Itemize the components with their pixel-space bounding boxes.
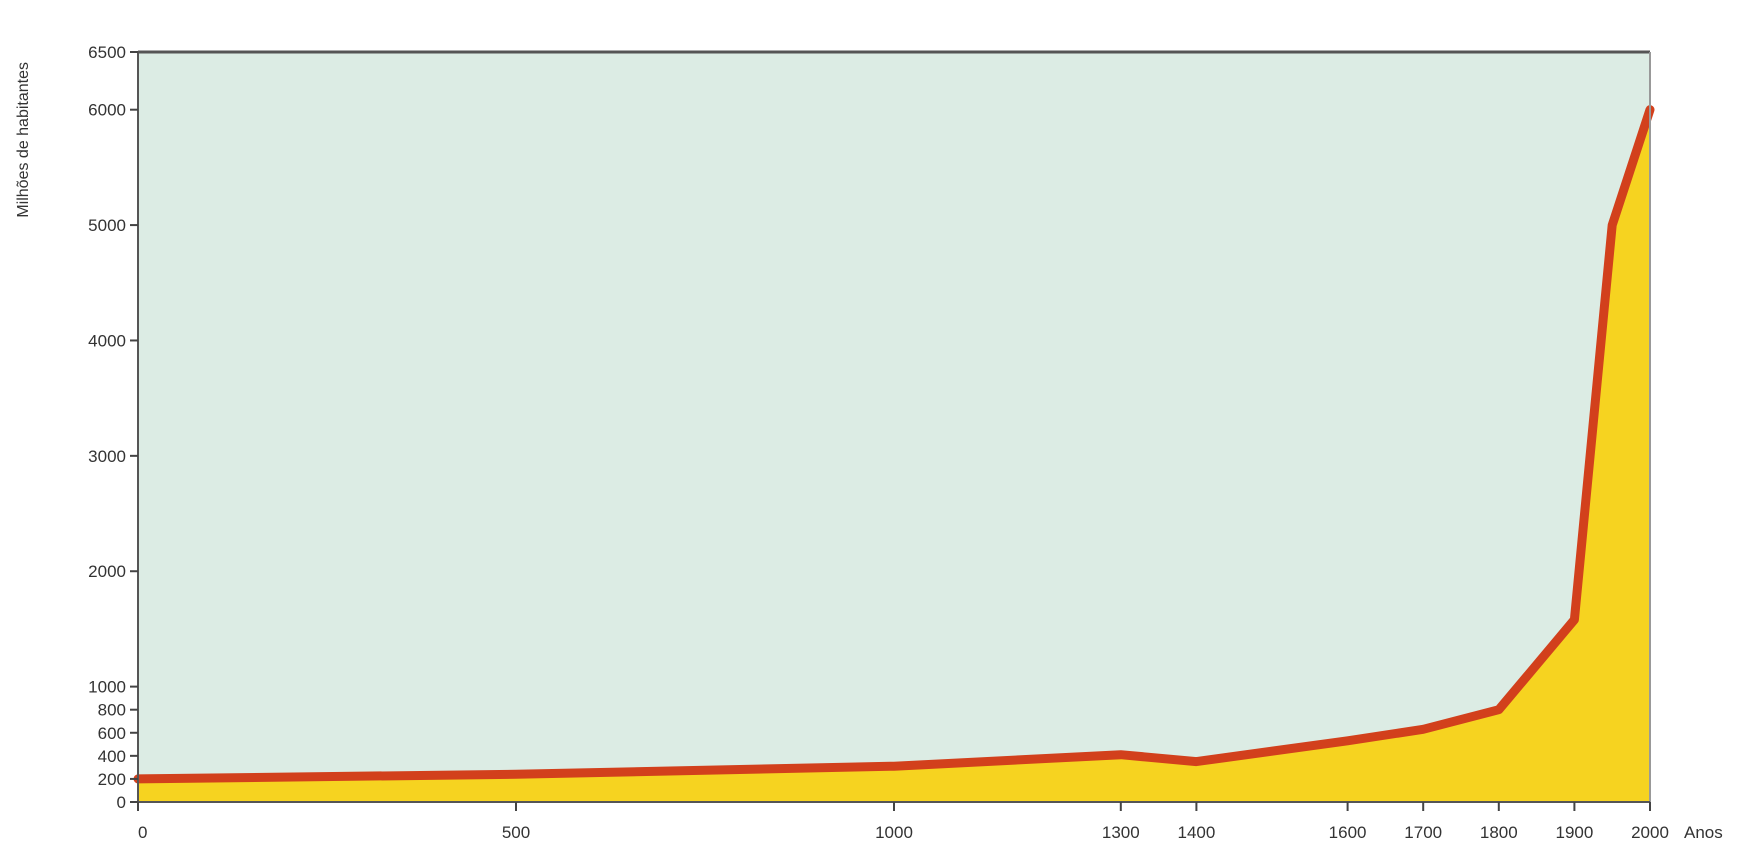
y-tick-label: 400 bbox=[98, 747, 126, 766]
x-axis-ticks: 0 500 1000 1300 1400 1600 1700 1800 1900 2000 bbox=[137, 802, 1669, 842]
y-tick-label: 0 bbox=[117, 793, 126, 812]
y-tick-label: 6000 bbox=[88, 101, 126, 120]
y-tick-label: 600 bbox=[98, 724, 126, 743]
x-tick-label: 1600 bbox=[1329, 823, 1367, 842]
y-tick-label: 800 bbox=[98, 701, 126, 720]
x-tick-label: 1700 bbox=[1404, 823, 1442, 842]
y-tick-label: 2000 bbox=[88, 562, 126, 581]
area-layer bbox=[138, 109, 1650, 802]
line-layer bbox=[133, 105, 1655, 784]
y-tick-label: 5000 bbox=[88, 216, 126, 235]
y-tick-label: 4000 bbox=[88, 331, 126, 350]
y-tick-label: 3000 bbox=[88, 447, 126, 466]
population-line bbox=[133, 105, 1655, 784]
x-tick-label: 1900 bbox=[1555, 823, 1593, 842]
x-axis-unit: Anos bbox=[1684, 823, 1723, 842]
x-tick-label: 0 bbox=[138, 823, 147, 842]
x-tick-label: 1300 bbox=[1102, 823, 1140, 842]
y-tick-label: 200 bbox=[98, 770, 126, 789]
x-tick-label: 1000 bbox=[875, 823, 913, 842]
x-tick-label: 1800 bbox=[1480, 823, 1518, 842]
x-tick-label: 2000 bbox=[1631, 823, 1669, 842]
y-tick-label: 6500 bbox=[88, 43, 126, 62]
y-axis-ticks: 0 200 400 600 800 1000 2000 3000 4000 5000 6000 650… bbox=[88, 43, 138, 812]
y-tick-label: 1000 bbox=[88, 678, 126, 697]
y-axis-title: Milhões de habitantes bbox=[15, 62, 32, 218]
plot-background bbox=[138, 52, 1650, 802]
population-area bbox=[138, 109, 1650, 802]
x-tick-label: 500 bbox=[502, 823, 530, 842]
x-tick-label: 1400 bbox=[1177, 823, 1215, 842]
